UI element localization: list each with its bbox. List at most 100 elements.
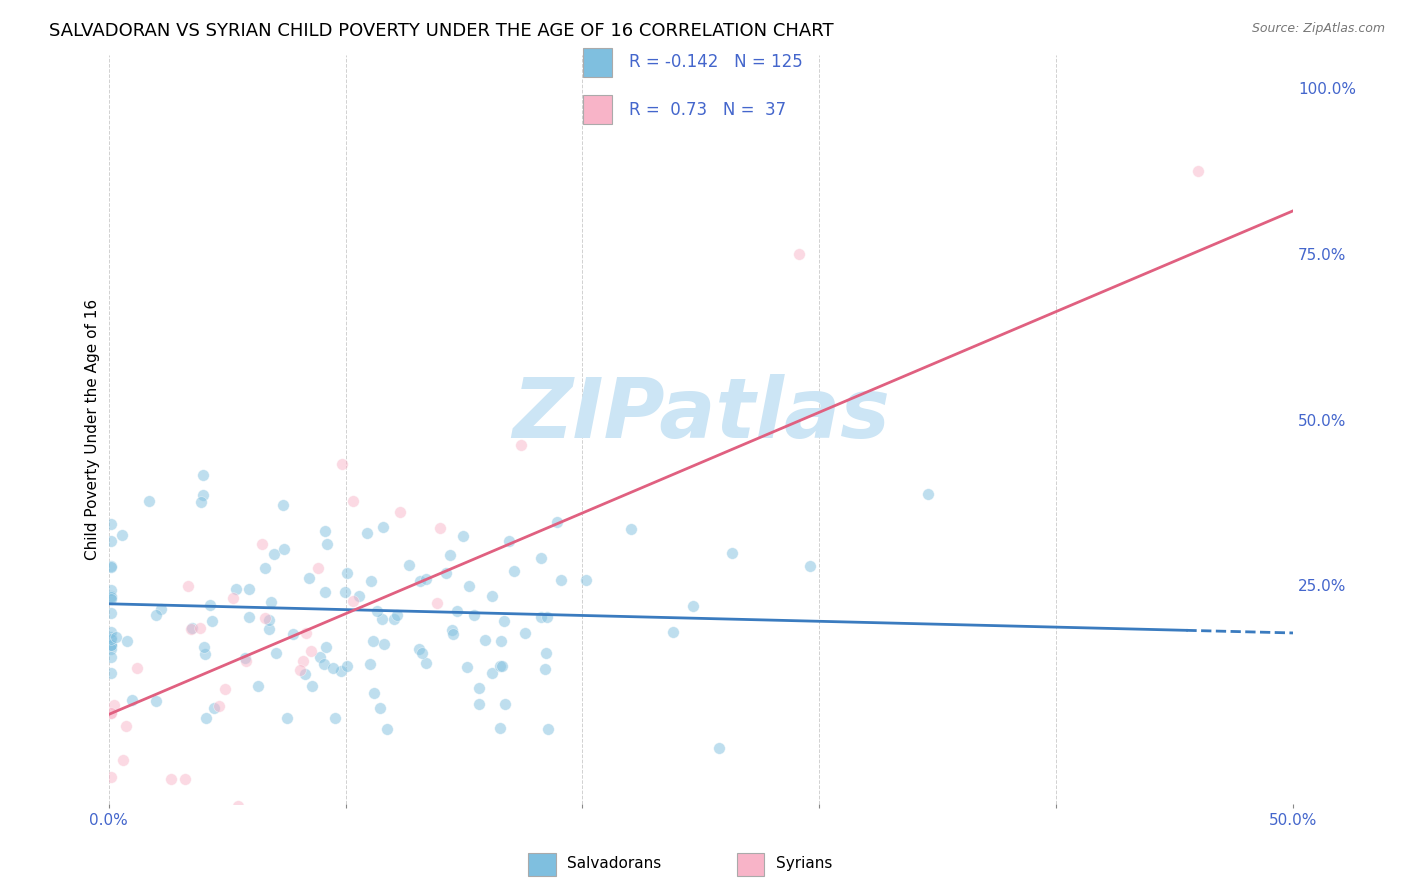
Point	[463, 608, 485, 623]
Point	[336, 566, 359, 580]
Point	[322, 661, 344, 675]
Point	[145, 694, 167, 708]
Point	[314, 524, 336, 538]
Text: Source: ZipAtlas.com: Source: ZipAtlas.com	[1251, 22, 1385, 36]
Point	[510, 438, 533, 452]
Point	[546, 515, 568, 529]
Point	[208, 698, 231, 713]
Point	[100, 632, 122, 646]
Point	[100, 583, 122, 598]
Point	[489, 658, 512, 673]
Point	[441, 627, 464, 641]
Point	[456, 659, 478, 673]
Point	[439, 548, 461, 562]
Text: R =  0.73   N =  37: R = 0.73 N = 37	[628, 101, 786, 119]
Point	[323, 711, 346, 725]
Point	[191, 468, 214, 483]
Point	[1187, 164, 1209, 178]
Point	[330, 457, 353, 471]
Point	[117, 633, 139, 648]
Point	[481, 589, 503, 603]
Point	[426, 596, 449, 610]
Point	[336, 658, 359, 673]
Point	[202, 701, 225, 715]
Point	[100, 534, 122, 549]
Point	[201, 614, 224, 628]
Point	[193, 640, 215, 655]
Point	[373, 520, 395, 534]
Point	[468, 697, 491, 711]
Point	[188, 621, 211, 635]
Point	[100, 665, 122, 680]
Point	[294, 626, 316, 640]
Point	[250, 537, 273, 551]
Point	[408, 574, 430, 589]
Point	[173, 772, 195, 786]
Point	[226, 798, 249, 813]
Point	[290, 663, 312, 677]
Point	[481, 666, 503, 681]
Point	[145, 607, 167, 622]
Point	[682, 599, 704, 614]
Point	[253, 561, 276, 575]
Point	[330, 665, 353, 679]
Point	[537, 722, 560, 736]
Point	[191, 810, 214, 824]
Point	[105, 630, 128, 644]
Point	[662, 625, 685, 640]
Text: SALVADORAN VS SYRIAN CHILD POVERTY UNDER THE AGE OF 16 CORRELATION CHART: SALVADORAN VS SYRIAN CHILD POVERTY UNDER…	[49, 22, 834, 40]
Point	[299, 643, 322, 657]
Point	[273, 542, 295, 557]
Point	[160, 772, 183, 786]
Point	[276, 711, 298, 725]
Point	[440, 623, 463, 637]
Point	[138, 494, 160, 508]
Point	[298, 571, 321, 585]
Point	[789, 247, 811, 261]
Point	[494, 698, 516, 712]
Point	[100, 589, 122, 603]
Point	[453, 528, 475, 542]
FancyBboxPatch shape	[582, 95, 613, 124]
Point	[100, 560, 122, 574]
Point	[187, 810, 209, 824]
Point	[370, 700, 392, 714]
Point	[235, 654, 257, 668]
Point	[198, 599, 221, 613]
Point	[398, 558, 420, 573]
Point	[222, 591, 245, 606]
Point	[457, 579, 479, 593]
Point	[100, 706, 122, 720]
Point	[100, 649, 122, 664]
Point	[111, 528, 134, 542]
Point	[257, 613, 280, 627]
Point	[363, 686, 385, 700]
Point	[446, 604, 468, 618]
Text: Salvadorans: Salvadorans	[568, 856, 662, 871]
Point	[359, 657, 381, 671]
Point	[301, 679, 323, 693]
Point	[530, 550, 553, 565]
Point	[494, 614, 516, 628]
Point	[411, 646, 433, 660]
Point	[503, 564, 526, 578]
Point	[263, 547, 285, 561]
Point	[415, 572, 437, 586]
FancyBboxPatch shape	[582, 48, 613, 77]
Point	[247, 679, 270, 693]
Point	[349, 589, 371, 603]
Point	[260, 595, 283, 609]
Point	[489, 633, 512, 648]
Point	[342, 494, 364, 508]
Point	[100, 638, 122, 652]
Point	[536, 610, 558, 624]
Point	[112, 753, 135, 767]
Point	[115, 719, 138, 733]
Point	[214, 681, 236, 696]
Point	[707, 741, 730, 756]
Point	[342, 594, 364, 608]
Point	[434, 566, 457, 580]
Point	[415, 656, 437, 670]
Point	[314, 584, 336, 599]
Point	[315, 537, 337, 551]
